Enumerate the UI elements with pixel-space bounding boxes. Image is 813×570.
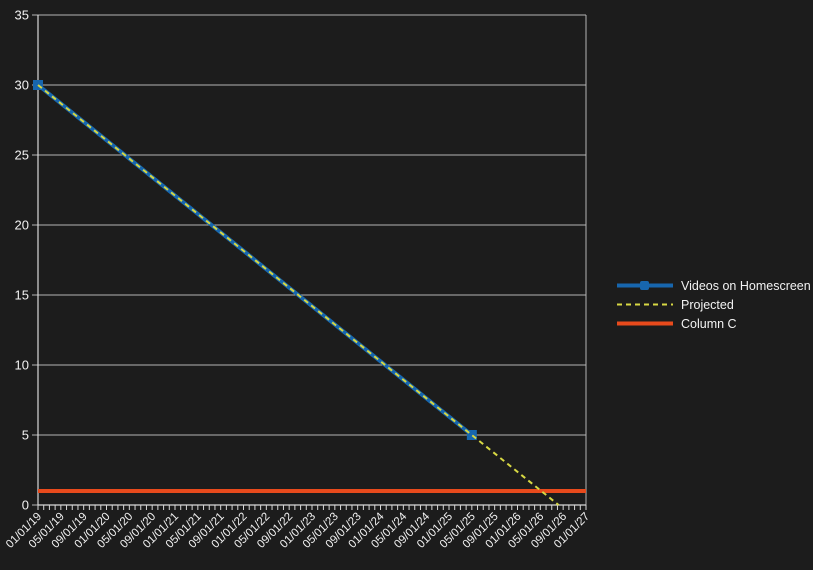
svg-text:5: 5	[22, 428, 29, 443]
svg-text:25: 25	[15, 148, 29, 163]
svg-text:15: 15	[15, 288, 29, 303]
svg-text:20: 20	[15, 218, 29, 233]
legend-label-column-c: Column C	[681, 316, 737, 331]
legend-label-projected: Projected	[681, 297, 734, 312]
svg-text:10: 10	[15, 358, 29, 373]
svg-text:30: 30	[15, 78, 29, 93]
column-c-line-swatch	[617, 321, 673, 326]
legend-item-projected: Projected	[616, 295, 811, 314]
legend: Videos on Homescreen Projected Column C	[616, 276, 811, 333]
legend-item-videos-on-homescreen: Videos on Homescreen	[616, 276, 811, 295]
legend-item-column-c: Column C	[616, 314, 811, 333]
legend-label-videos-on-homescreen: Videos on Homescreen	[681, 278, 811, 293]
svg-text:35: 35	[15, 8, 29, 23]
videos-line-swatch	[617, 281, 673, 290]
projected-line-swatch	[617, 303, 673, 306]
svg-text:0: 0	[22, 498, 29, 513]
